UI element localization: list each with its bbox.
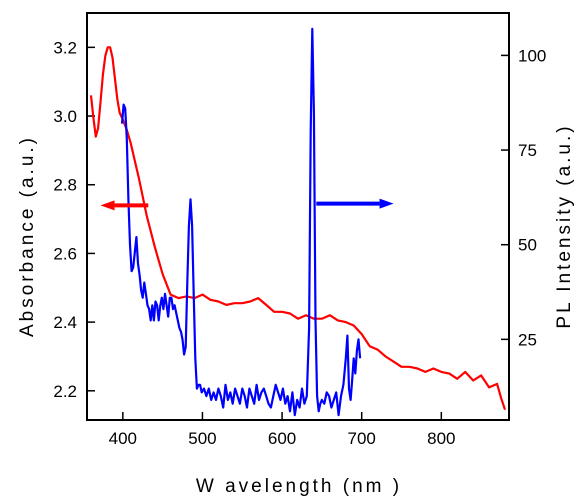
arrow-head-left	[100, 200, 115, 211]
y-left-tick-label-3.2: 3.2	[53, 38, 77, 57]
series-layer	[89, 27, 507, 417]
y-right-tick-label-100: 100	[518, 46, 546, 65]
plot-frame	[86, 12, 510, 421]
series-line-absorbance	[89, 46, 507, 411]
x-tick-label-400: 400	[109, 429, 137, 448]
y-left-tick-label-2.8: 2.8	[53, 176, 77, 195]
x-tick-label-700: 700	[348, 429, 376, 448]
arrow-head-right	[379, 198, 394, 209]
y-axis-left-title: Absorbance (a.u.)	[17, 135, 38, 337]
y-right-tick-label-25: 25	[518, 330, 537, 349]
y-axis-right-title: PL Intensity (a.u.)	[554, 123, 575, 328]
y-left-tick-label-3: 3.0	[53, 107, 77, 126]
annotations	[100, 198, 394, 211]
x-tick-label-800: 800	[427, 429, 455, 448]
x-tick-label-500: 500	[188, 429, 216, 448]
x-axis-title: W avelength (nm )	[196, 476, 402, 497]
y-left-tick-label-2.4: 2.4	[53, 313, 77, 332]
axis-ticks: 400 500 600 700 800 2.2 2.4 2.6 2.8 3.0 3.2 25 50 75 1…	[53, 38, 546, 448]
plot-border	[86, 12, 510, 421]
series-line-pl	[120, 27, 362, 417]
y-left-tick-label-2.6: 2.6	[53, 244, 77, 263]
y-right-tick-label-75: 75	[518, 141, 537, 160]
y-right-tick-label-50: 50	[518, 236, 537, 255]
y-left-tick-label-2.2: 2.2	[53, 382, 77, 401]
x-tick-label-600: 600	[268, 429, 296, 448]
